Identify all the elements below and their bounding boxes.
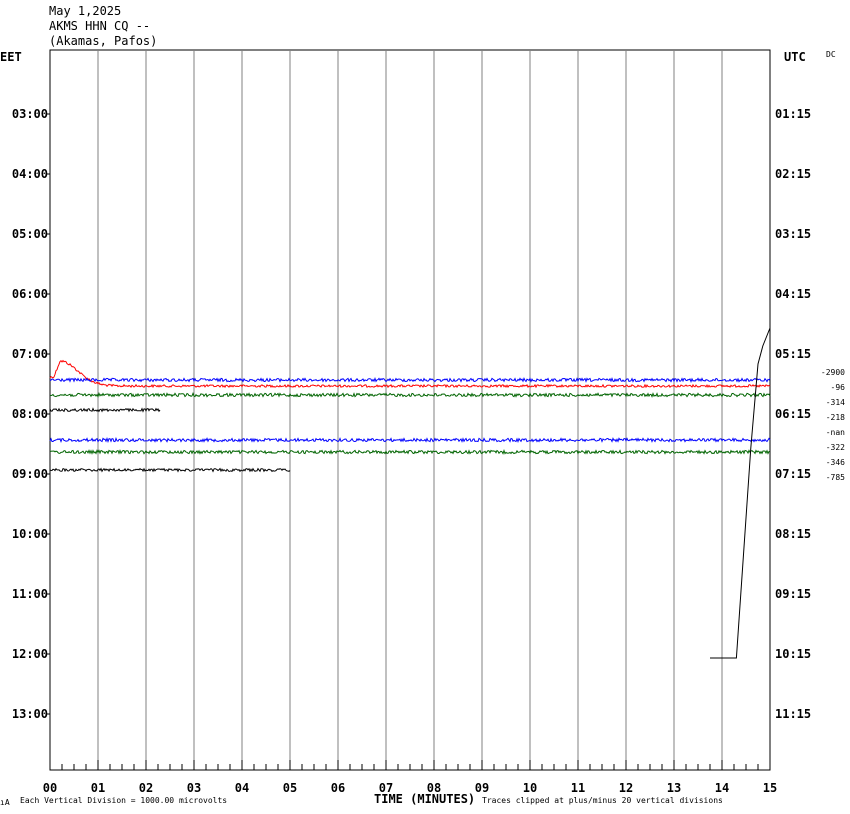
right-time-label: 02:15 [775,167,811,181]
left-time-label: 05:00 [12,227,48,241]
row-offset-label: -346 [826,458,845,467]
header-station: AKMS HHN CQ -- [49,19,151,33]
left-time-label: 06:00 [12,287,48,301]
x-tick-label: 10 [523,781,537,795]
right-time-label: 04:15 [775,287,811,301]
left-time-label: 11:00 [12,587,48,601]
left-timezone-label: EET [0,50,22,64]
left-time-label: 10:00 [12,527,48,541]
row-offset-label: -785 [826,473,845,482]
right-time-label: 07:15 [775,467,811,481]
x-tick-label: 11 [571,781,585,795]
row-offset-label: -96 [831,383,846,392]
seismic-trace [49,377,771,384]
right-time-label: 03:15 [775,227,811,241]
right-time-label: 01:15 [775,107,811,121]
x-tick-label: 01 [91,781,105,795]
left-time-label: 07:00 [12,347,48,361]
x-tick-label: 14 [715,781,729,795]
right-time-label: 06:15 [775,407,811,421]
x-tick-label: 13 [667,781,681,795]
left-time-label: 13:00 [12,707,48,721]
seismic-trace [49,391,771,398]
x-tick-label: 08 [427,781,441,795]
seismic-trace [49,436,771,444]
corner-mark: ıA [0,798,10,807]
seismic-trace [49,467,291,473]
x-tick-label: 03 [187,781,201,795]
x-tick-label: 15 [763,781,777,795]
right-timezone-label: UTC [784,50,806,64]
left-time-label: 04:00 [12,167,48,181]
x-tick-label: 02 [139,781,153,795]
x-tick-label: 04 [235,781,249,795]
right-time-label: 08:15 [775,527,811,541]
header-location: (Akamas, Pafos) [49,34,158,48]
right-time-label: 05:15 [775,347,811,361]
seismic-trace [49,407,161,413]
header-date: May 1,2025 [49,4,122,18]
clipped-trace [710,327,771,659]
row-offset-label: -218 [826,413,845,422]
x-tick-label: 09 [475,781,489,795]
row-offset-label: -nan [826,428,845,437]
right-time-label: 09:15 [775,587,811,601]
right-time-label: 11:15 [775,707,811,721]
seismic-trace [49,449,771,455]
right-time-label: 10:15 [775,647,811,661]
row-offset-label: -314 [826,398,845,407]
x-tick-label: 12 [619,781,633,795]
row-offset-label: -322 [826,443,845,452]
x-tick-label: 06 [331,781,345,795]
left-time-label: 08:00 [12,407,48,421]
x-tick-label: 07 [379,781,393,795]
left-time-label: 09:00 [12,467,48,481]
scale-note: Each Vertical Division = 1000.00 microvo… [20,796,228,805]
x-axis-title: TIME (MINUTES) [374,792,476,806]
x-tick-label: 00 [43,781,57,795]
left-time-label: 12:00 [12,647,48,661]
left-time-label: 03:00 [12,107,48,121]
row-offset-label: -2900 [821,368,845,377]
seismic-trace [49,359,771,389]
clip-note: Traces clipped at plus/minus 20 vertical… [482,796,723,805]
x-tick-label: 05 [283,781,297,795]
dc-label: DC [826,50,836,59]
